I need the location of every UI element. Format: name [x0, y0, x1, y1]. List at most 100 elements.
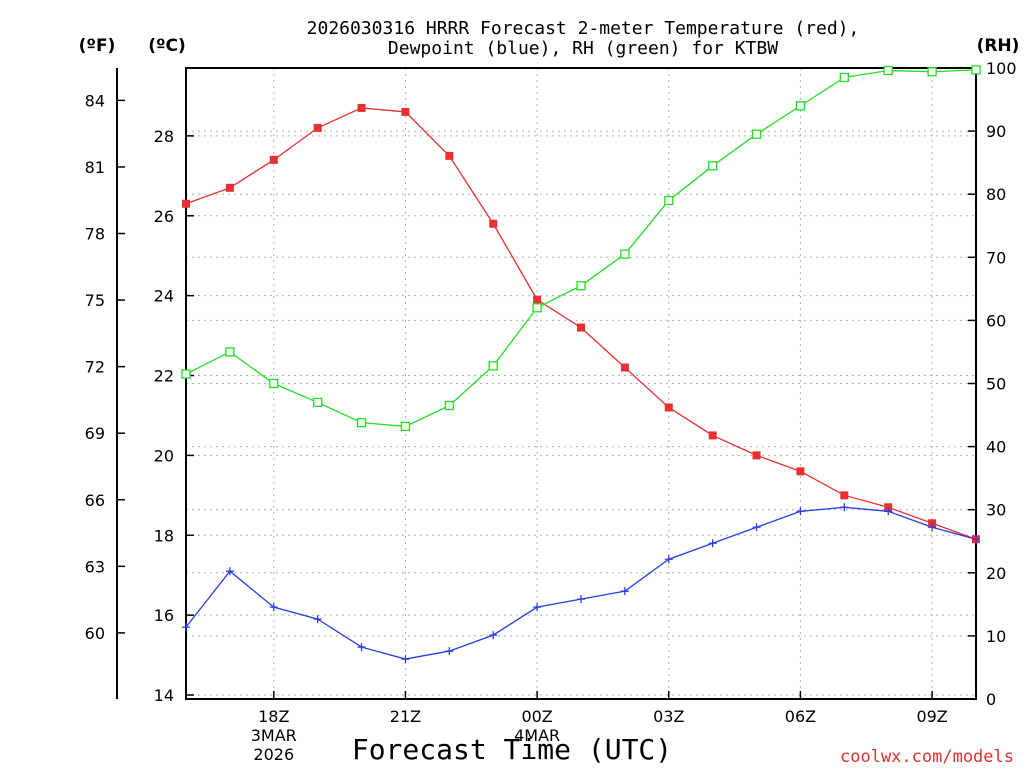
rh-point [927, 67, 937, 77]
celsius-tick-label: 26 [154, 207, 174, 226]
rh-point [313, 397, 323, 408]
fahrenheit-tick-label: 63 [85, 557, 105, 576]
dewpoint-point [357, 643, 366, 652]
rh-point [664, 195, 674, 206]
temperature-point [708, 431, 717, 440]
dewpoint-point [269, 603, 278, 612]
rh-point [181, 369, 191, 379]
dewpoint-point [972, 535, 980, 544]
rh-tick-label: 70 [986, 248, 1006, 267]
credit-text: coolwx.com/models [840, 747, 1014, 767]
temperature-point [752, 451, 761, 460]
temperature-point [533, 295, 542, 304]
dewpoint-point [445, 647, 454, 656]
rh-point [400, 421, 411, 432]
fahrenheit-tick-label: 75 [85, 291, 105, 310]
dewpoint-point [620, 587, 629, 596]
rh-point [620, 249, 630, 259]
dewpoint-point [708, 539, 717, 548]
rh-point [532, 303, 542, 313]
celsius-unit-label: (ºC) [148, 36, 186, 56]
x-tick-label: 03Z [653, 707, 684, 726]
x-tick-label: 21Z [390, 707, 421, 726]
temperature-point [664, 403, 673, 412]
celsius-tick-label: 24 [154, 287, 174, 306]
dewpoint-point [664, 555, 673, 564]
rh-point [444, 400, 454, 411]
rh-tick-label: 20 [986, 564, 1006, 583]
rh-point [356, 417, 367, 428]
rh-tick-label: 50 [986, 375, 1006, 394]
rh-point [225, 347, 235, 357]
rh-point [883, 65, 893, 76]
temperature-point [577, 323, 585, 332]
x-axis-label: Forecast Time (UTC) [352, 733, 672, 766]
fahrenheit-tick-label: 81 [85, 158, 105, 177]
celsius-tick-label: 18 [154, 526, 174, 545]
x-tick-label: 3MAR [251, 726, 297, 745]
chart-title-line2: Dewpoint (blue), RH (green) for KTBW [388, 38, 778, 59]
fahrenheit-tick-label: 78 [85, 225, 105, 244]
fahrenheit-tick-label: 66 [85, 491, 105, 510]
rh-tick-label: 30 [986, 501, 1006, 520]
temperature-point [182, 199, 190, 208]
dewpoint-line [185, 506, 977, 660]
rh-tick-label: 80 [986, 185, 1006, 204]
celsius-tick-label: 22 [154, 367, 174, 386]
x-tick-label: 00Z [521, 707, 552, 726]
celsius-tick-label: 28 [154, 127, 174, 146]
rh-unit-label: (RH) [977, 36, 1020, 56]
rh-point [751, 129, 762, 139]
grid [186, 68, 976, 699]
rh-tick-label: 100 [986, 59, 1017, 78]
temperature-point [620, 363, 629, 372]
temperature-point [445, 151, 454, 160]
temperature-point [225, 183, 234, 192]
series-lines [185, 69, 977, 660]
rh-tick-label: 10 [986, 627, 1006, 646]
axes: 60 63 66 69 72 75 78 81 84 14 16 18 20 22 24 26 28 0 10 20 3… [85, 59, 1017, 764]
rh-point [971, 65, 981, 75]
rh-point [839, 72, 849, 83]
dewpoint-point [928, 523, 937, 532]
dewpoint-point [752, 523, 761, 532]
dewpoint-point [884, 507, 893, 516]
dewpoint-point [489, 631, 498, 640]
fahrenheit-tick-label: 60 [85, 624, 105, 643]
rh-point [795, 101, 806, 111]
celsius-tick-label: 14 [154, 686, 174, 705]
celsius-tick-label: 20 [154, 446, 174, 465]
temperature-point [840, 491, 849, 500]
rh-tick-label: 0 [986, 690, 996, 709]
plot-frame [185, 67, 977, 700]
dewpoint-point [577, 595, 585, 604]
temperature-point [313, 123, 322, 132]
fahrenheit-tick-label: 72 [85, 358, 105, 377]
temperature-point [796, 467, 805, 476]
dewpoint-point [401, 655, 410, 664]
chart-title-line1: 2026030316 HRRR Forecast 2-meter Tempera… [307, 18, 860, 39]
rh-point [576, 281, 586, 291]
dewpoint-point [225, 567, 234, 576]
rh-point [708, 161, 718, 171]
series-markers [181, 65, 981, 664]
dewpoint-point [182, 623, 190, 632]
dewpoint-point [796, 507, 805, 516]
temperature-point [269, 155, 278, 164]
rh-tick-label: 90 [986, 122, 1006, 141]
dewpoint-point [313, 615, 322, 624]
rh-line [185, 69, 977, 428]
temperature-point [401, 107, 410, 116]
celsius-tick-label: 16 [154, 606, 174, 625]
temperature-point [489, 219, 498, 228]
rh-tick-label: 40 [986, 438, 1006, 457]
temperature-point [357, 103, 366, 112]
x-tick-label: 4MAR [514, 726, 560, 745]
fahrenheit-unit-label: (ºF) [79, 36, 116, 56]
dewpoint-point [533, 603, 542, 612]
x-tick-label: 18Z [258, 707, 289, 726]
fahrenheit-tick-label: 69 [85, 424, 105, 443]
x-tick-label: 2026 [253, 745, 294, 764]
fahrenheit-tick-label: 84 [85, 91, 105, 110]
